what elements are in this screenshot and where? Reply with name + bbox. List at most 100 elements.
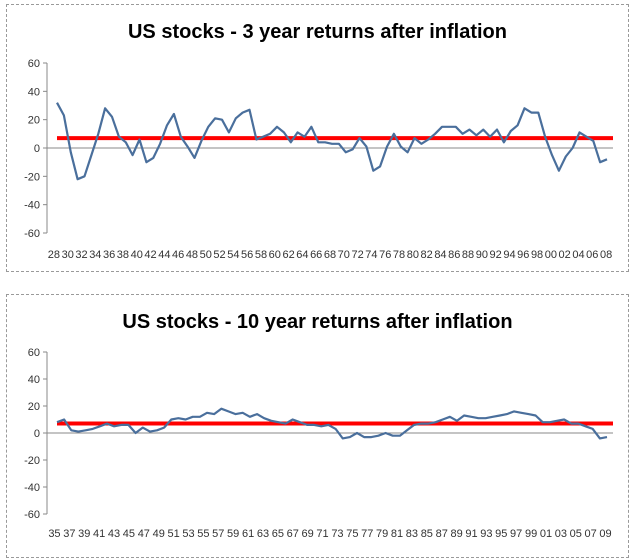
- y-tick-label: 20: [28, 115, 40, 127]
- x-tick-label: 02: [559, 249, 571, 261]
- x-tick-label: 04: [572, 249, 584, 261]
- x-tick-label: 96: [517, 249, 529, 261]
- y-tick-label: -60: [24, 509, 40, 521]
- y-tick-label: 40: [28, 86, 40, 98]
- chart-title: US stocks - 3 year returns after inflati…: [127, 21, 507, 43]
- x-tick-label: 55: [197, 528, 209, 540]
- x-tick-label: 35: [48, 528, 60, 540]
- y-tick-label: -20: [24, 171, 40, 183]
- x-tick-label: 52: [213, 249, 225, 261]
- x-tick-label: 53: [182, 528, 194, 540]
- x-tick-label: 40: [131, 249, 143, 261]
- x-tick-label: 77: [361, 528, 373, 540]
- x-tick-label: 05: [570, 528, 582, 540]
- y-tick-label: 60: [28, 347, 40, 359]
- x-tick-label: 74: [365, 249, 377, 261]
- x-tick-label: 82: [421, 249, 433, 261]
- x-tick-label: 94: [503, 249, 515, 261]
- x-tick-label: 62: [282, 249, 294, 261]
- y-tick-label: -40: [24, 482, 40, 494]
- x-tick-label: 95: [495, 528, 507, 540]
- x-tick-label: 41: [93, 528, 105, 540]
- x-tick-label: 46: [172, 249, 184, 261]
- x-tick-label: 34: [89, 249, 101, 261]
- line-chart-10-year: 60 40 20 0 -20 -40 -60 35 37 39 41 43 45 47 49 51 53 55 57…: [24, 347, 613, 540]
- x-tick-label: 09: [599, 528, 611, 540]
- y-tick-label: -60: [24, 228, 40, 240]
- x-tick-label: 49: [153, 528, 165, 540]
- series-line: [56, 102, 608, 181]
- x-tick-label: 37: [63, 528, 75, 540]
- x-tick-label: 85: [421, 528, 433, 540]
- x-tick-label: 45: [123, 528, 135, 540]
- x-tick-label: 63: [257, 528, 269, 540]
- x-tick-label: 64: [296, 249, 308, 261]
- x-tick-label: 28: [48, 249, 60, 261]
- x-tick-label: 43: [108, 528, 120, 540]
- y-tick-label: 0: [34, 428, 40, 440]
- x-tick-label: 38: [117, 249, 129, 261]
- x-tick-label: 54: [227, 249, 239, 261]
- chart-panel-3-year: US stocks - 3 year returns after inflati…: [6, 4, 629, 272]
- x-tick-label: 91: [465, 528, 477, 540]
- x-tick-label: 88: [462, 249, 474, 261]
- x-tick-label: 06: [586, 249, 598, 261]
- x-tick-label: 76: [379, 249, 391, 261]
- x-tick-label: 39: [78, 528, 90, 540]
- y-tick-label: -20: [24, 455, 40, 467]
- x-tick-label: 42: [144, 249, 156, 261]
- x-tick-label: 71: [316, 528, 328, 540]
- x-tick-label: 98: [531, 249, 543, 261]
- x-tick-label: 92: [490, 249, 502, 261]
- x-tick-label: 87: [436, 528, 448, 540]
- x-tick-label: 57: [212, 528, 224, 540]
- x-tick-label: 07: [585, 528, 597, 540]
- x-tick-label: 30: [62, 249, 74, 261]
- x-tick-label: 86: [448, 249, 460, 261]
- x-tick-label: 69: [302, 528, 314, 540]
- x-tick-label: 65: [272, 528, 284, 540]
- y-tick-label: 20: [28, 401, 40, 413]
- x-tick-label: 83: [406, 528, 418, 540]
- x-tick-label: 60: [269, 249, 281, 261]
- y-tick-label: 60: [28, 58, 40, 70]
- x-tick-label: 51: [167, 528, 179, 540]
- x-tick-label: 03: [555, 528, 567, 540]
- x-tick-label: 90: [476, 249, 488, 261]
- x-tick-label: 61: [242, 528, 254, 540]
- x-tick-label: 78: [393, 249, 405, 261]
- x-tick-label: 44: [158, 249, 170, 261]
- y-tick-label: 0: [34, 143, 40, 155]
- x-tick-label: 58: [255, 249, 267, 261]
- x-tick-label: 56: [241, 249, 253, 261]
- x-tick-label: 68: [324, 249, 336, 261]
- x-tick-label: 32: [75, 249, 87, 261]
- x-tick-label: 59: [227, 528, 239, 540]
- x-tick-label: 08: [600, 249, 612, 261]
- x-tick-label: 67: [287, 528, 299, 540]
- x-tick-label: 84: [434, 249, 446, 261]
- x-tick-label: 89: [450, 528, 462, 540]
- x-tick-label: 93: [480, 528, 492, 540]
- x-tick-label: 72: [351, 249, 363, 261]
- x-tick-label: 80: [407, 249, 419, 261]
- x-tick-label: 97: [510, 528, 522, 540]
- x-tick-label: 01: [540, 528, 552, 540]
- x-tick-label: 50: [200, 249, 212, 261]
- x-tick-label: 75: [346, 528, 358, 540]
- x-tick-label: 00: [545, 249, 557, 261]
- chart-panel-10-year: US stocks - 10 year returns after inflat…: [6, 294, 629, 558]
- x-tick-label: 99: [525, 528, 537, 540]
- x-tick-label: 47: [138, 528, 150, 540]
- x-tick-label: 48: [186, 249, 198, 261]
- y-tick-label: -40: [24, 200, 40, 212]
- chart-title: US stocks - 10 year returns after inflat…: [122, 311, 513, 333]
- x-tick-label: 81: [391, 528, 403, 540]
- y-tick-label: 40: [28, 374, 40, 386]
- x-tick-label: 36: [103, 249, 115, 261]
- x-tick-label: 73: [331, 528, 343, 540]
- x-tick-label: 66: [310, 249, 322, 261]
- x-tick-label: 79: [376, 528, 388, 540]
- x-tick-label: 70: [338, 249, 350, 261]
